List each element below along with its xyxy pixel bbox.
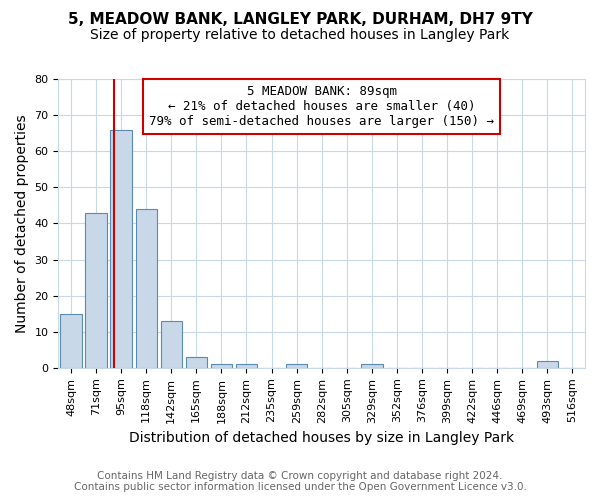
Bar [361, 364, 383, 368]
Text: 5 MEADOW BANK: 89sqm
← 21% of detached houses are smaller (40)
79% of semi-detac: 5 MEADOW BANK: 89sqm ← 21% of detached h… [149, 85, 494, 128]
Bar [185, 357, 207, 368]
Text: 5, MEADOW BANK, LANGLEY PARK, DURHAM, DH7 9TY: 5, MEADOW BANK, LANGLEY PARK, DURHAM, DH… [68, 12, 532, 28]
Text: Size of property relative to detached houses in Langley Park: Size of property relative to detached ho… [91, 28, 509, 42]
X-axis label: Distribution of detached houses by size in Langley Park: Distribution of detached houses by size … [129, 431, 514, 445]
Y-axis label: Number of detached properties: Number of detached properties [15, 114, 29, 332]
Text: Contains HM Land Registry data © Crown copyright and database right 2024.
Contai: Contains HM Land Registry data © Crown c… [74, 471, 526, 492]
Bar [161, 321, 182, 368]
Bar [110, 130, 132, 368]
Bar [236, 364, 257, 368]
Bar [136, 209, 157, 368]
Bar [537, 360, 558, 368]
Bar [85, 212, 107, 368]
Bar [286, 364, 307, 368]
Bar [60, 314, 82, 368]
Bar [211, 364, 232, 368]
